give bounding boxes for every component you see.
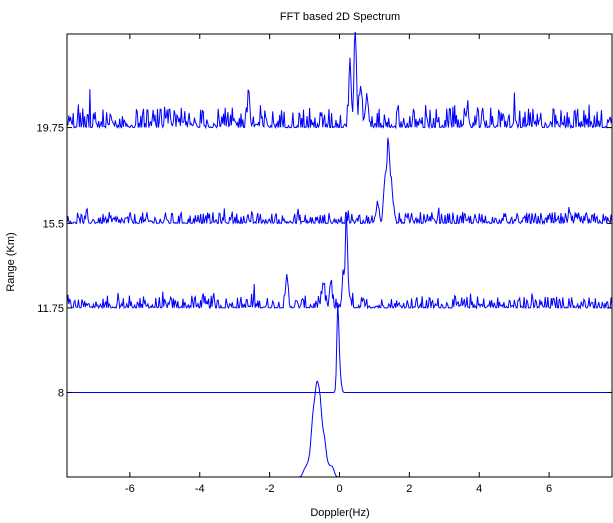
x-tick-label: 0: [336, 483, 342, 495]
chart-title: FFT based 2D Spectrum: [280, 11, 400, 23]
plot-frame: [66, 33, 613, 478]
spectrum-trace-4: [67, 137, 613, 226]
spectrum-trace-5: [67, 32, 613, 130]
tick-layer: -6 -4 -2 0 2 4 6 8 11.75 15.5 19.75: [36, 34, 612, 495]
x-axis-label: Doppler(Hz): [310, 507, 369, 519]
y-axis-label: Range (Km): [5, 232, 17, 291]
y-tick-label: 11.75: [37, 303, 64, 315]
x-tick-label: 6: [546, 483, 552, 495]
spectrum-trace-3: [67, 216, 613, 310]
y-tick-label: 15.5: [43, 218, 64, 230]
spectrum-trace-2: [67, 303, 612, 393]
x-tick-label: 2: [406, 483, 412, 495]
x-tick-label: -4: [195, 483, 205, 495]
x-tick-label: 4: [476, 483, 482, 495]
x-tick-label: -2: [265, 483, 275, 495]
x-tick-label: -6: [125, 483, 135, 495]
y-tick-label: 8: [58, 387, 64, 399]
spectrum-trace-1: [67, 380, 612, 477]
y-tick-label: 19.75: [36, 123, 64, 135]
plot-layer: [67, 32, 613, 477]
